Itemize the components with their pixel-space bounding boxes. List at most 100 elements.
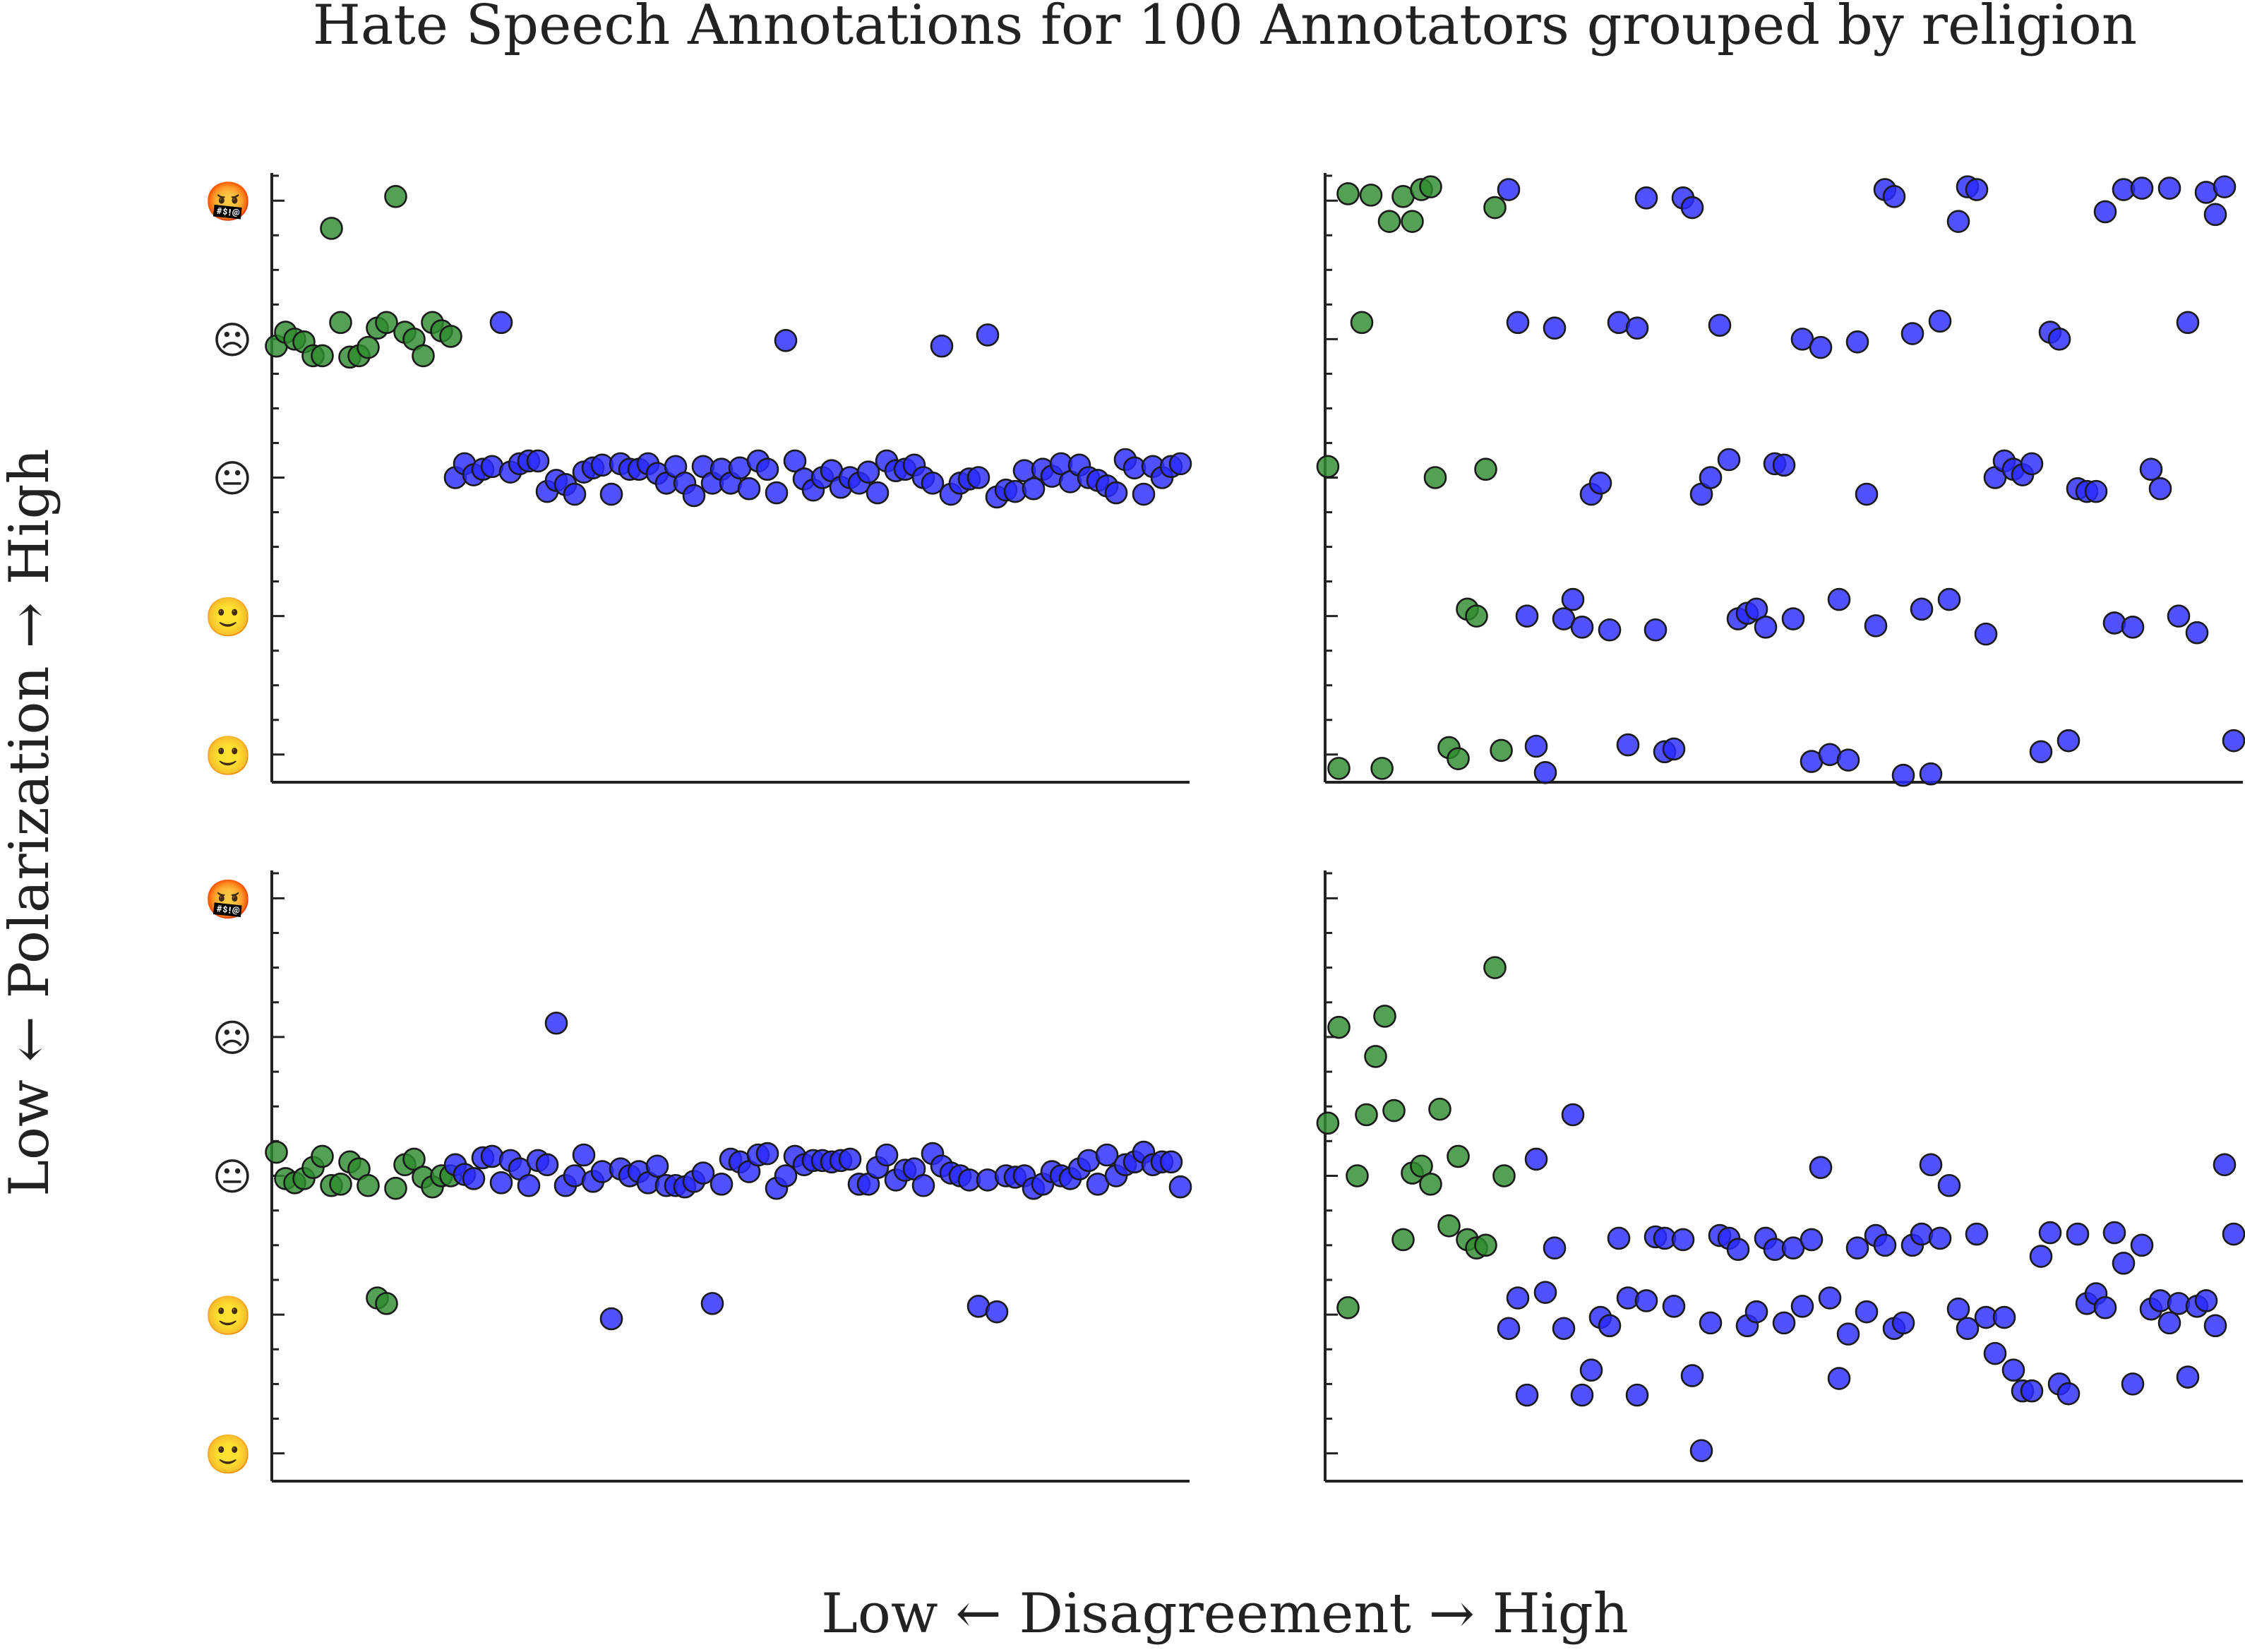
series-group_b <box>1497 1103 2245 1463</box>
data-point <box>2057 1382 2081 1406</box>
data-point <box>1437 1214 1461 1238</box>
series-group_b <box>443 1011 1192 1331</box>
data-point <box>1377 210 1401 233</box>
data-point <box>1744 597 1768 621</box>
data-point <box>1827 1367 1851 1390</box>
y-axis-label: Low ← Polarization → High <box>0 448 61 1197</box>
data-point <box>1974 622 1998 646</box>
data-point <box>357 1173 380 1197</box>
data-point <box>1809 335 1833 359</box>
data-point <box>930 334 954 358</box>
data-point <box>1168 452 1192 476</box>
data-point <box>1772 453 1796 477</box>
data-point <box>1965 1222 1989 1246</box>
y-tick-label: 🤬 <box>205 179 252 224</box>
data-point <box>1827 587 1851 611</box>
data-point <box>384 1176 407 1200</box>
data-point <box>1900 322 1924 345</box>
data-point <box>921 472 945 495</box>
data-point <box>838 1147 862 1171</box>
data-point <box>2157 176 2181 200</box>
data-point <box>1419 1172 1442 1196</box>
data-point <box>2157 1311 2181 1335</box>
data-point <box>1598 1314 1622 1338</box>
data-point <box>1845 1236 1869 1260</box>
data-point <box>1588 472 1612 495</box>
data-point <box>320 217 343 240</box>
data-point <box>691 1161 715 1185</box>
data-point <box>1483 196 1507 220</box>
data-point <box>1662 1294 1686 1318</box>
data-point <box>1965 178 1989 201</box>
data-point <box>1104 481 1128 505</box>
data-point <box>774 1164 798 1187</box>
data-point <box>357 335 380 359</box>
data-point <box>375 311 398 335</box>
data-point <box>1336 182 1360 205</box>
data-point <box>2222 729 2245 753</box>
data-point <box>1662 737 1686 761</box>
data-point <box>1616 733 1640 757</box>
data-point <box>1937 1173 1961 1197</box>
data-point <box>645 1154 669 1178</box>
data-point <box>2093 1295 2117 1319</box>
data-point <box>976 323 1000 347</box>
data-point <box>2148 477 2172 501</box>
data-point <box>1497 1317 1521 1341</box>
series-group_a <box>265 185 462 369</box>
data-point <box>1910 597 1934 621</box>
data-point <box>1800 1228 1824 1252</box>
panel-top-right <box>1316 173 2245 787</box>
data-point <box>1474 1233 1497 1257</box>
data-point <box>2093 200 2117 224</box>
data-point <box>2121 616 2145 639</box>
data-point <box>1809 1156 1833 1180</box>
y-tick-label: ☹ <box>212 1016 252 1060</box>
data-point <box>755 457 779 481</box>
series-group_b <box>1497 175 2245 787</box>
data-point <box>1336 1295 1360 1319</box>
data-point <box>1928 1226 1952 1250</box>
data-point <box>774 329 798 352</box>
data-point <box>2167 604 2191 628</box>
data-point <box>384 185 407 208</box>
data-point <box>1419 175 1442 198</box>
data-point <box>572 1143 596 1167</box>
series-group_a <box>1316 956 1516 1319</box>
data-point <box>1680 1364 1704 1387</box>
data-point <box>911 1173 935 1197</box>
data-point <box>1708 313 1732 337</box>
data-point <box>2038 1221 2062 1245</box>
data-point <box>1634 186 1658 210</box>
data-point <box>1382 1099 1406 1123</box>
data-point <box>2130 1233 2154 1257</box>
data-point <box>462 1167 486 1190</box>
y-tick-label: ☹ <box>212 318 252 362</box>
data-point <box>1891 1311 1915 1335</box>
data-point <box>1533 760 1557 784</box>
data-point <box>1483 956 1507 979</box>
data-point <box>1772 1311 1796 1335</box>
data-point <box>1552 1317 1576 1341</box>
data-point <box>1506 1286 1530 1310</box>
data-point <box>2203 203 2227 227</box>
data-point <box>1355 1103 1378 1127</box>
data-point <box>1490 738 1513 762</box>
data-point <box>2121 1372 2145 1396</box>
data-point <box>439 325 462 348</box>
data-point <box>1598 618 1622 642</box>
data-point <box>1561 1103 1585 1127</box>
data-point <box>1689 1439 1713 1463</box>
data-point <box>2213 175 2237 198</box>
data-point <box>1836 1322 1860 1346</box>
panel-bottom-left: 🙂 🙂 😐 ☹ 🤬 <box>205 870 1192 1483</box>
data-point <box>1350 311 1374 335</box>
series-group_b <box>443 311 1192 509</box>
data-point <box>1873 1233 1897 1257</box>
data-point <box>2213 1153 2237 1177</box>
data-point <box>1946 210 1970 233</box>
data-point <box>1625 1383 1649 1407</box>
y-tick-label: 🤬 <box>205 877 252 921</box>
data-point <box>1855 482 1879 506</box>
data-point <box>1423 466 1447 489</box>
